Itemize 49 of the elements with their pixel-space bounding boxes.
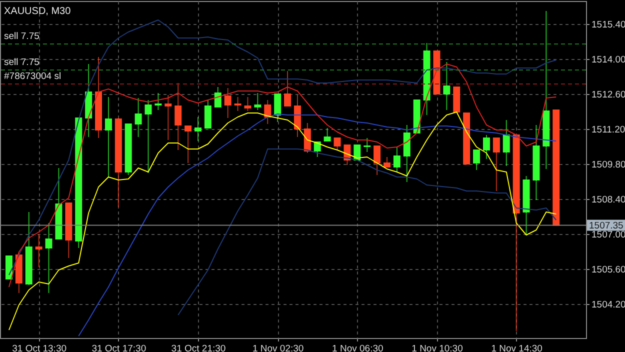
candlestick <box>294 94 301 138</box>
candlestick <box>264 100 272 124</box>
ref-line-label: sell 7.75 <box>4 57 40 68</box>
ref-line-label: #78673004 sl <box>4 71 62 82</box>
x-tick-label: 1 Nov 10:30 <box>412 344 463 352</box>
candlestick <box>502 120 510 166</box>
ref-line-label: 1507.35 <box>589 220 624 232</box>
candlestick <box>5 256 12 280</box>
x-tick-label: 1 Nov 14:30 <box>491 344 542 352</box>
candlestick <box>284 70 292 106</box>
candlestick <box>443 62 450 110</box>
chart-title: XAUUSD, M30 <box>4 6 72 17</box>
x-tick-label: 1 Nov 02:30 <box>252 344 304 352</box>
y-tick-label: 1511.20 <box>592 124 625 136</box>
candlestick <box>174 82 182 150</box>
candlestick <box>473 150 480 170</box>
candlestick <box>184 126 192 164</box>
candlestick <box>134 98 142 138</box>
x-tick-label: 31 Oct 21:30 <box>171 344 226 352</box>
candlestick <box>274 94 282 122</box>
x-tick-label: 31 Oct 13:30 <box>12 344 67 352</box>
candlestick <box>334 138 341 150</box>
candlestick <box>144 100 152 174</box>
candlestick <box>403 124 410 182</box>
candlestick <box>393 146 400 172</box>
candlestick <box>154 92 162 110</box>
candlestick <box>384 156 391 168</box>
candlestick <box>35 234 42 268</box>
candlestick <box>492 138 500 192</box>
ref-line-label: sell 7.75 <box>4 31 40 42</box>
candlestick <box>194 116 202 142</box>
candlestick <box>204 100 212 128</box>
candlestick <box>164 94 172 140</box>
candlestick <box>234 96 242 112</box>
candlestick <box>374 146 381 176</box>
candlestick <box>354 144 361 160</box>
candlestick <box>244 96 252 112</box>
candlestick <box>214 86 222 108</box>
candlestick <box>104 96 112 178</box>
candlestick <box>224 88 232 118</box>
candlestick <box>482 134 490 160</box>
candlestick <box>304 122 311 154</box>
candlestick <box>324 128 331 142</box>
x-tick-label: 31 Oct 17:30 <box>92 344 146 352</box>
candlestick <box>364 138 371 152</box>
candlestick <box>45 222 52 294</box>
candlestick <box>314 142 321 158</box>
x-tick-label: 1 Nov 06:30 <box>332 344 384 352</box>
candlestick <box>254 92 262 110</box>
